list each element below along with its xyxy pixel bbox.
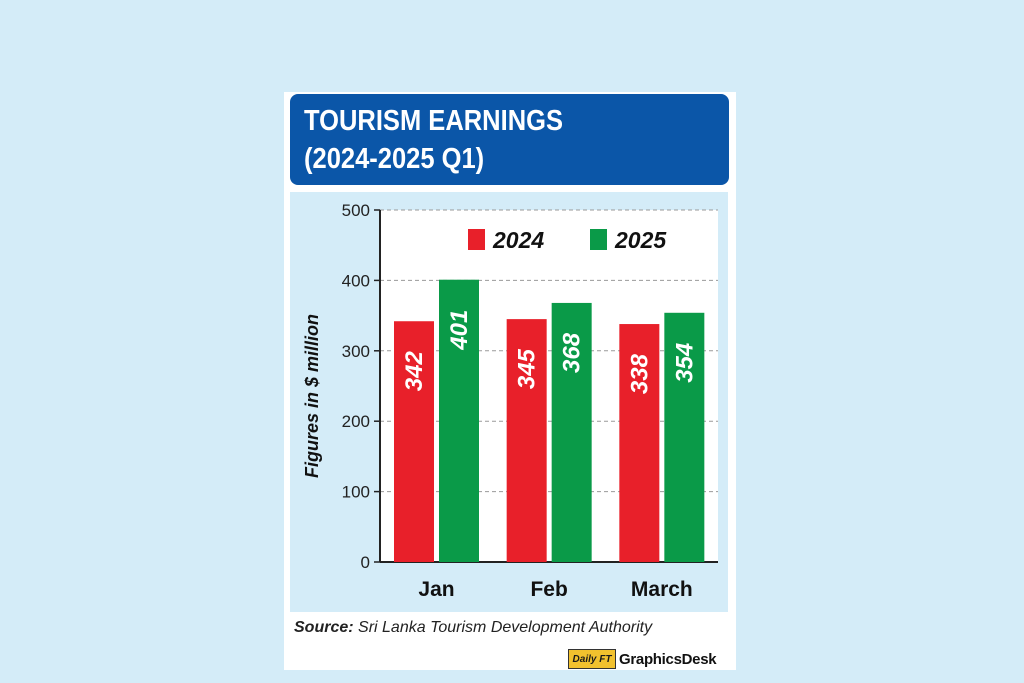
bar-2025-jan bbox=[439, 279, 479, 562]
x-tick-label: Jan bbox=[418, 578, 454, 601]
legend-swatch-2025 bbox=[590, 229, 607, 250]
footer-credit: Daily FT GraphicsDesk bbox=[568, 648, 717, 670]
bar-2025-feb bbox=[551, 302, 592, 562]
bar-value-label: 338 bbox=[626, 353, 653, 394]
legend-swatch-2024 bbox=[468, 229, 485, 250]
x-tick-label: Feb bbox=[530, 578, 567, 601]
y-tick-label: 500 bbox=[342, 201, 370, 220]
bar-value-label: 342 bbox=[401, 351, 428, 392]
chart-area: 0 100 200 300 400 500 Figures in $ million 342 4… bbox=[290, 192, 728, 612]
bar-2024-feb bbox=[506, 319, 547, 562]
bar-value-label: 368 bbox=[559, 332, 586, 373]
bar-2024-march bbox=[619, 324, 660, 562]
title-banner: TOURISM EARNINGS (2024-2025 Q1) bbox=[290, 94, 729, 185]
source-note: Source: Sri Lanka Tourism Development Au… bbox=[294, 619, 652, 637]
bar-2025-march bbox=[664, 312, 705, 562]
legend-label-2024: 2024 bbox=[492, 227, 544, 253]
daily-ft-logo: Daily FT bbox=[568, 649, 616, 669]
bar-chart: 0 100 200 300 400 500 Figures in $ million 342 4… bbox=[302, 201, 718, 601]
bar-value-label: 345 bbox=[514, 348, 541, 389]
bar-value-label: 354 bbox=[671, 343, 698, 383]
graphics-desk-credit: GraphicsDesk bbox=[619, 650, 717, 668]
y-axis-title: Figures in $ million bbox=[302, 314, 322, 478]
y-tick-label: 0 bbox=[361, 553, 370, 572]
bar-2024-jan bbox=[394, 321, 434, 562]
y-tick-label: 200 bbox=[342, 412, 370, 431]
y-tick-label: 400 bbox=[342, 271, 370, 290]
x-tick-label: March bbox=[631, 578, 693, 601]
bar-value-label: 401 bbox=[446, 310, 473, 351]
y-tick-label: 300 bbox=[342, 342, 370, 361]
plot-background bbox=[380, 210, 718, 562]
y-tick-label: 100 bbox=[342, 483, 370, 502]
chart-title: TOURISM EARNINGS bbox=[304, 105, 564, 137]
source-label: Source: bbox=[294, 619, 354, 636]
chart-subtitle: (2024-2025 Q1) bbox=[304, 143, 485, 175]
legend-label-2025: 2025 bbox=[614, 227, 667, 253]
source-text: Sri Lanka Tourism Development Authority bbox=[358, 619, 653, 636]
